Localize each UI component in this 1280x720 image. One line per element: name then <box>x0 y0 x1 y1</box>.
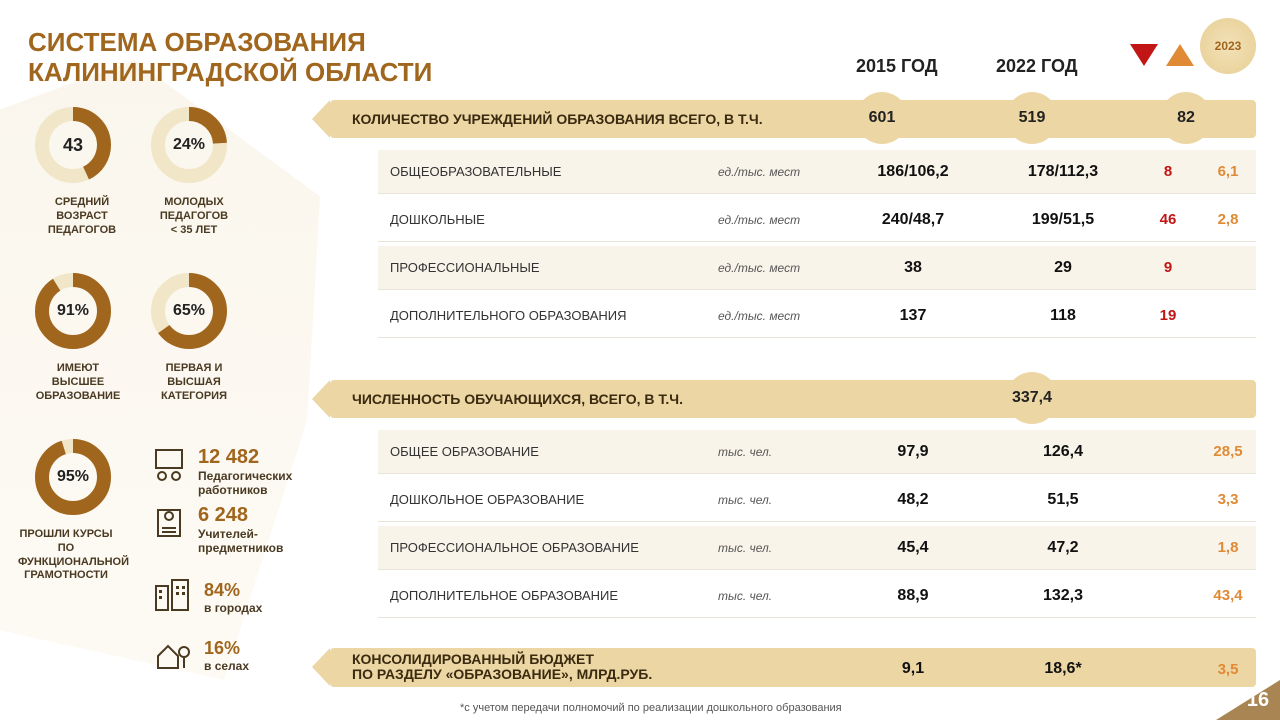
budget-orange: 3,5 <box>1198 661 1258 678</box>
donut-cat-label: ПЕРВАЯ И ВЫСШАЯ КАТЕГОРИЯ <box>146 362 242 403</box>
row-2022: 126,4 <box>988 443 1138 461</box>
loc-0: 84% в городах <box>204 580 262 615</box>
loc-0-label: в городах <box>204 601 262 615</box>
loc-1: 16% в селах <box>204 638 249 673</box>
stat-0-label: Педагогических работников <box>198 469 292 498</box>
donut-age-label: СРЕДНИЙ ВОЗРАСТ ПЕДАГОГОВ <box>34 196 130 237</box>
row-2015: 45,4 <box>838 539 988 557</box>
stat-0: 12 482 Педагогических работников <box>198 446 292 498</box>
total-2022-1: 519 <box>1006 92 1058 144</box>
budget-row: 9,1 18,6* 3,5 <box>378 648 1256 690</box>
row-2022: 199/51,5 <box>988 211 1138 229</box>
row-orange: 6,1 <box>1198 163 1258 180</box>
loc-icon-0 <box>152 578 192 619</box>
row-orange: 2,8 <box>1198 211 1258 228</box>
row-name: ОБЩЕЕ ОБРАЗОВАНИЕ <box>378 444 718 459</box>
total-2022-2: 337,4 <box>1006 372 1058 424</box>
row-unit: ед./тыс. мест <box>718 309 838 323</box>
donut-young-label: МОЛОДЫХ ПЕДАГОГОВ < 35 ЛЕТ <box>146 196 242 237</box>
budget-2015: 9,1 <box>838 660 988 678</box>
page-title: СИСТЕМА ОБРАЗОВАНИЯ КАЛИНИНГРАДСКОЙ ОБЛА… <box>28 28 432 88</box>
budget-footnote: *с учетом передачи полномочий по реализа… <box>460 702 842 714</box>
row-2-0: ОБЩЕЕ ОБРАЗОВАНИЕ тыс. чел. 97,9 126,4 2… <box>378 430 1256 474</box>
donut-courses: 95% <box>34 438 112 516</box>
row-red: 8 <box>1138 163 1198 180</box>
stat-icon-0 <box>150 446 188 489</box>
stat-0-value: 12 482 <box>198 446 292 469</box>
donut-age: 43 <box>34 106 112 184</box>
donut-higher-value: 91% <box>34 272 112 350</box>
total-diff-1: 82 <box>1160 92 1212 144</box>
donut-courses-value: 95% <box>34 438 112 516</box>
row-name: ОБЩЕОБРАЗОВАТЕЛЬНЫЕ <box>378 164 718 179</box>
row-2-2: ПРОФЕССИОНАЛЬНОЕ ОБРАЗОВАНИЕ тыс. чел. 4… <box>378 526 1256 570</box>
row-2022: 51,5 <box>988 491 1138 509</box>
row-2015: 38 <box>838 259 988 277</box>
donut-cat-value: 65% <box>150 272 228 350</box>
row-1-2: ПРОФЕССИОНАЛЬНЫЕ ед./тыс. мест 38 29 9 <box>378 246 1256 290</box>
delta-arrows <box>1128 44 1196 71</box>
row-1-3: ДОПОЛНИТЕЛЬНОГО ОБРАЗОВАНИЯ ед./тыс. мес… <box>378 294 1256 338</box>
row-2022: 29 <box>988 259 1138 277</box>
row-2015: 186/106,2 <box>838 163 988 181</box>
row-unit: ед./тыс. мест <box>718 213 838 227</box>
row-orange: 28,5 <box>1198 443 1258 460</box>
row-2015: 240/48,7 <box>838 211 988 229</box>
row-2015: 97,9 <box>838 443 988 461</box>
loc-icon-1 <box>152 636 192 677</box>
row-name: ДОПОЛНИТЕЛЬНОГО ОБРАЗОВАНИЯ <box>378 308 718 323</box>
year-logo-icon: 2023 <box>1200 18 1256 74</box>
loc-1-label: в селах <box>204 659 249 673</box>
donut-higher: 91% <box>34 272 112 350</box>
stat-1-label: Учителей- предметников <box>198 527 283 556</box>
total-2015-1: 601 <box>856 92 908 144</box>
donut-young-value: 24% <box>150 106 228 184</box>
arrow-up-icon <box>1166 44 1194 66</box>
row-2022: 118 <box>988 307 1138 325</box>
row-2015: 88,9 <box>838 587 988 605</box>
stat-1-value: 6 248 <box>198 504 283 527</box>
year-2015: 2015 ГОД <box>856 56 938 77</box>
loc-0-value: 84% <box>204 580 262 601</box>
row-name: ДОШКОЛЬНЫЕ <box>378 212 718 227</box>
row-red: 46 <box>1138 211 1198 228</box>
row-1-0: ОБЩЕОБРАЗОВАТЕЛЬНЫЕ ед./тыс. мест 186/10… <box>378 150 1256 194</box>
row-unit: ед./тыс. мест <box>718 261 838 275</box>
row-red: 9 <box>1138 259 1198 276</box>
stat-icon-1 <box>150 504 188 547</box>
section-header-1: КОЛИЧЕСТВО УЧРЕЖДЕНИЙ ОБРАЗОВАНИЯ ВСЕГО,… <box>330 100 1256 138</box>
row-unit: тыс. чел. <box>718 445 838 459</box>
row-red: 19 <box>1138 307 1198 324</box>
row-1-1: ДОШКОЛЬНЫЕ ед./тыс. мест 240/48,7 199/51… <box>378 198 1256 242</box>
row-name: ПРОФЕССИОНАЛЬНОЕ ОБРАЗОВАНИЕ <box>378 540 718 555</box>
row-name: ПРОФЕССИОНАЛЬНЫЕ <box>378 260 718 275</box>
section-header-2: ЧИСЛЕННОСТЬ ОБУЧАЮЩИХСЯ, ВСЕГО, В Т.Ч. <box>330 380 1256 418</box>
row-2022: 47,2 <box>988 539 1138 557</box>
row-orange: 43,4 <box>1198 587 1258 604</box>
row-2015: 137 <box>838 307 988 325</box>
row-2015: 48,2 <box>838 491 988 509</box>
row-unit: тыс. чел. <box>718 589 838 603</box>
row-unit: ед./тыс. мест <box>718 165 838 179</box>
row-orange: 3,3 <box>1198 491 1258 508</box>
donut-age-value: 43 <box>34 106 112 184</box>
row-name: ДОПОЛНИТЕЛЬНОЕ ОБРАЗОВАНИЕ <box>378 588 718 603</box>
budget-2022: 18,6* <box>988 660 1138 678</box>
donut-higher-label: ИМЕЮТ ВЫСШЕЕ ОБРАЗОВАНИЕ <box>30 362 126 403</box>
row-unit: тыс. чел. <box>718 541 838 555</box>
donut-young: 24% <box>150 106 228 184</box>
year-2022: 2022 ГОД <box>996 56 1078 77</box>
donut-courses-label: ПРОШЛИ КУРСЫ ПО ФУНКЦИОНАЛЬНОЙ ГРАМОТНОС… <box>18 528 114 583</box>
donut-cat: 65% <box>150 272 228 350</box>
loc-1-value: 16% <box>204 638 249 659</box>
row-name: ДОШКОЛЬНОЕ ОБРАЗОВАНИЕ <box>378 492 718 507</box>
row-2-3: ДОПОЛНИТЕЛЬНОЕ ОБРАЗОВАНИЕ тыс. чел. 88,… <box>378 574 1256 618</box>
arrow-down-icon <box>1130 44 1158 66</box>
row-2022: 132,3 <box>988 587 1138 605</box>
row-2022: 178/112,3 <box>988 163 1138 181</box>
row-orange: 1,8 <box>1198 539 1258 556</box>
row-2-1: ДОШКОЛЬНОЕ ОБРАЗОВАНИЕ тыс. чел. 48,2 51… <box>378 478 1256 522</box>
stat-1: 6 248 Учителей- предметников <box>198 504 283 556</box>
row-unit: тыс. чел. <box>718 493 838 507</box>
